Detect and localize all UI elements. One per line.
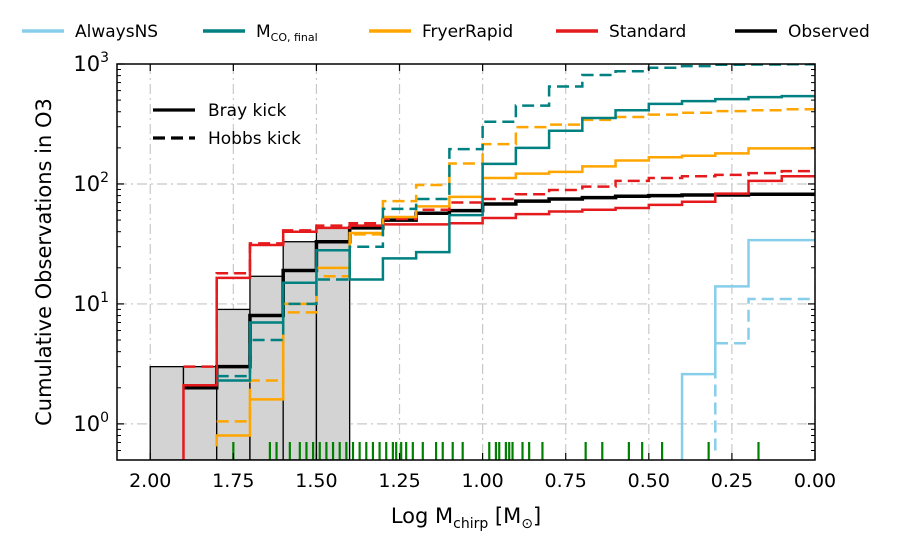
observed-bar (182, 366, 218, 460)
x-tick-label: 1.50 (295, 470, 337, 492)
legend-label: AlwaysNS (75, 22, 158, 42)
x-tick-label: 0.25 (711, 470, 753, 492)
x-tick-label: 1.75 (212, 470, 254, 492)
legend-label: Bray kick (208, 101, 286, 121)
axis-ticks: 2.00 1.75 1.50 1.25 1.00 0.75 0.50 0.25 0.00 100 1… (73, 50, 836, 492)
rug-marks (232, 442, 760, 460)
x-tick-label: 0.75 (545, 470, 587, 492)
x-axis-label: Log Mchirp [M⊙] (391, 504, 541, 532)
y-tick-label: 101 (73, 290, 109, 316)
x-tick-label: 2.00 (129, 470, 171, 492)
series-mco-hobbs (216, 64, 815, 378)
legend-label: Hobbs kick (208, 129, 301, 149)
y-tick-label: 103 (73, 50, 109, 76)
series-mco-bray (216, 94, 815, 382)
legend-label: MCO, final (256, 22, 318, 44)
series-lines (182, 64, 815, 460)
series-alwaysns-hobbs (714, 297, 815, 451)
observed-bar (282, 241, 318, 460)
y-axis-label: Cumulative Observations in O3 (32, 98, 56, 426)
series-alwaysns-bray (680, 238, 815, 460)
legend-label: Observed (788, 22, 870, 42)
x-tick-label: 1.25 (378, 470, 420, 492)
x-tick-label: 1.00 (461, 470, 503, 492)
legend-label: FryerRapid (422, 22, 513, 42)
observed-bar (216, 308, 251, 460)
legend-top: AlwaysNS MCO, final FryerRapid Standard Obse… (22, 22, 870, 44)
legend-label: Standard (609, 22, 686, 42)
y-tick-label: 102 (73, 170, 109, 196)
observed-bar (315, 227, 351, 460)
series-standard-hobbs (183, 169, 815, 368)
x-tick-label: 0.00 (794, 470, 836, 492)
observed-bar (149, 366, 185, 460)
observed-bar (249, 275, 284, 460)
plot-frame (116, 63, 816, 461)
x-tick-label: 0.50 (628, 470, 670, 492)
legend-inner: Bray kick Hobbs kick (153, 101, 301, 149)
y-tick-label: 100 (73, 410, 109, 436)
